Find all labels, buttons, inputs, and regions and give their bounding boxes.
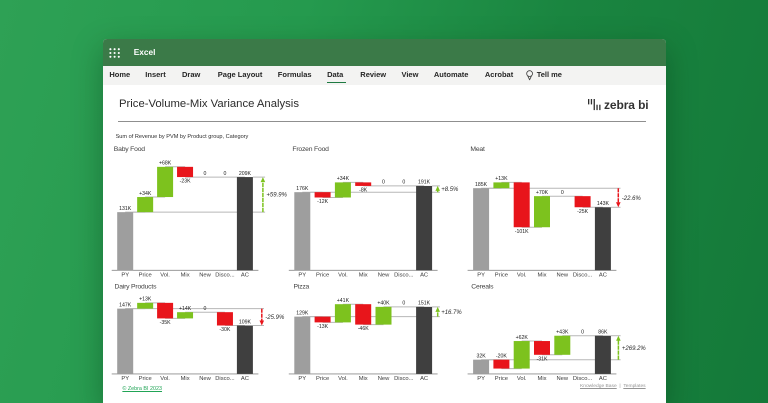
svg-text:+62K: +62K <box>516 335 529 341</box>
svg-text:AC: AC <box>599 273 607 279</box>
svg-text:+34K: +34K <box>337 176 350 182</box>
svg-text:Baby Food: Baby Food <box>114 146 145 153</box>
svg-text:Vol.: Vol. <box>338 376 348 382</box>
svg-text:New: New <box>556 273 568 279</box>
svg-text:-46K: -46K <box>358 326 369 332</box>
svg-text:+43K: +43K <box>556 330 569 336</box>
svg-text:Meat: Meat <box>470 146 485 153</box>
svg-text:129K: 129K <box>296 310 309 316</box>
svg-text:Vol.: Vol. <box>160 376 170 382</box>
svg-text:0: 0 <box>402 180 405 186</box>
svg-text:Dairy Products: Dairy Products <box>115 284 158 291</box>
svg-text:109K: 109K <box>239 319 252 325</box>
svg-text:Price: Price <box>316 273 329 279</box>
svg-text:PY: PY <box>121 273 129 279</box>
svg-text:-22.6%: -22.6% <box>622 196 642 202</box>
svg-text:-20K: -20K <box>496 354 507 360</box>
svg-text:AC: AC <box>420 376 428 382</box>
svg-text:0: 0 <box>382 180 385 186</box>
svg-text:Disco...: Disco... <box>215 273 235 279</box>
svg-text:New: New <box>378 273 390 279</box>
svg-text:PY: PY <box>477 376 485 382</box>
svg-text:-8K: -8K <box>359 188 368 194</box>
svg-text:Mix: Mix <box>537 273 546 279</box>
svg-text:Disco...: Disco... <box>394 273 414 279</box>
svg-text:0: 0 <box>402 301 405 307</box>
svg-text:PY: PY <box>477 273 485 279</box>
svg-text:-23K: -23K <box>180 179 191 185</box>
svg-text:191K: 191K <box>418 180 431 186</box>
svg-text:+59.9%: +59.9% <box>266 193 287 199</box>
svg-text:Mix: Mix <box>181 273 190 279</box>
svg-text:0: 0 <box>561 190 564 196</box>
svg-text:AC: AC <box>420 273 428 279</box>
svg-text:0: 0 <box>204 171 207 177</box>
svg-text:-25.9%: -25.9% <box>265 315 285 321</box>
svg-text:143K: 143K <box>597 201 610 207</box>
svg-text:New: New <box>378 376 390 382</box>
svg-text:-101K: -101K <box>515 229 529 235</box>
svg-text:Disco...: Disco... <box>394 376 414 382</box>
svg-text:Price: Price <box>316 376 329 382</box>
svg-text:151K: 151K <box>418 301 431 307</box>
svg-text:Mix: Mix <box>537 376 546 382</box>
svg-text:-25K: -25K <box>577 209 588 215</box>
svg-text:-12K: -12K <box>317 199 328 205</box>
svg-text:PY: PY <box>298 273 306 279</box>
svg-text:Price: Price <box>495 273 508 279</box>
svg-text:-30K: -30K <box>219 327 230 333</box>
svg-text:AC: AC <box>599 376 607 382</box>
svg-text:New: New <box>556 376 568 382</box>
svg-text:Mix: Mix <box>359 376 368 382</box>
svg-text:32K: 32K <box>476 354 486 360</box>
svg-text:0: 0 <box>581 330 584 336</box>
svg-text:+14K: +14K <box>179 306 192 312</box>
svg-text:Pizza: Pizza <box>294 284 310 291</box>
svg-text:Vol.: Vol. <box>517 376 527 382</box>
svg-text:185K: 185K <box>475 182 488 188</box>
svg-text:+13K: +13K <box>139 297 152 303</box>
svg-text:Mix: Mix <box>359 273 368 279</box>
svg-text:+70K: +70K <box>536 190 549 196</box>
svg-text:Vol.: Vol. <box>160 273 170 279</box>
svg-text:209K: 209K <box>239 171 252 177</box>
svg-text:Cereals: Cereals <box>471 284 494 291</box>
svg-text:+269.2%: +269.2% <box>622 346 647 352</box>
svg-text:AC: AC <box>241 376 249 382</box>
svg-text:Vol.: Vol. <box>338 273 348 279</box>
svg-text:131K: 131K <box>119 206 132 212</box>
svg-text:176K: 176K <box>296 186 309 192</box>
svg-text:0: 0 <box>204 306 207 312</box>
svg-text:-31K: -31K <box>537 356 548 362</box>
svg-text:-13K: -13K <box>317 324 328 330</box>
svg-text:Disco...: Disco... <box>573 376 593 382</box>
svg-text:+41K: +41K <box>337 298 350 304</box>
svg-text:0: 0 <box>223 171 226 177</box>
svg-text:AC: AC <box>241 273 249 279</box>
svg-text:Price: Price <box>495 376 508 382</box>
svg-text:PY: PY <box>298 376 306 382</box>
svg-text:+8.5%: +8.5% <box>441 187 459 193</box>
svg-text:Vol.: Vol. <box>517 273 527 279</box>
svg-text:+34K: +34K <box>139 191 152 197</box>
svg-text:+13K: +13K <box>495 176 508 182</box>
svg-text:New: New <box>199 376 211 382</box>
svg-text:-35K: -35K <box>160 320 171 326</box>
svg-text:+16.7%: +16.7% <box>441 310 462 316</box>
svg-text:+40K: +40K <box>377 301 390 307</box>
svg-text:+68K: +68K <box>159 161 172 167</box>
svg-text:Price: Price <box>139 376 152 382</box>
svg-text:Price: Price <box>139 273 152 279</box>
svg-text:PY: PY <box>121 376 129 382</box>
svg-text:86K: 86K <box>598 330 608 336</box>
svg-text:147K: 147K <box>119 302 132 308</box>
svg-text:Mix: Mix <box>181 376 190 382</box>
svg-text:New: New <box>199 273 211 279</box>
svg-text:Disco...: Disco... <box>573 273 593 279</box>
svg-text:Frozen Food: Frozen Food <box>292 146 329 153</box>
svg-text:Disco...: Disco... <box>215 376 235 382</box>
